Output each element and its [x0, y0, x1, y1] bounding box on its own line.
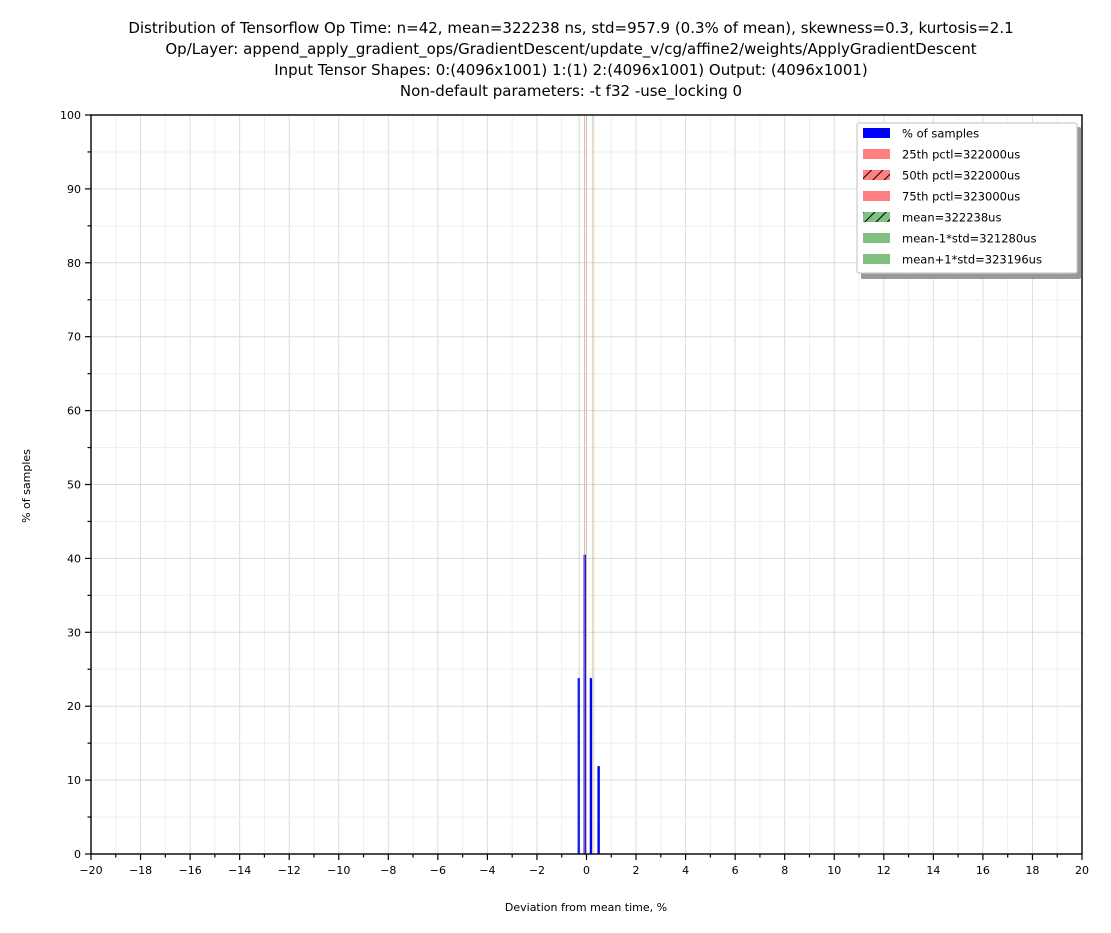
legend-label: mean+1*std=323196us — [902, 253, 1042, 267]
x-tick-label: 10 — [827, 864, 841, 877]
legend-label: 50th pctl=322000us — [902, 169, 1020, 183]
x-tick-label: −8 — [380, 864, 396, 877]
y-tick-label: 70 — [67, 331, 81, 344]
title-line-1: Distribution of Tensorflow Op Time: n=42… — [128, 19, 1013, 37]
y-tick-label: 30 — [67, 626, 81, 639]
y-axis-label: % of samples — [20, 449, 33, 523]
y-tick-label: 60 — [67, 405, 81, 418]
bar — [589, 678, 593, 854]
legend-label: 75th pctl=323000us — [902, 190, 1020, 204]
x-tick-label: −20 — [79, 864, 102, 877]
title-line-2: Op/Layer: append_apply_gradient_ops/Grad… — [165, 40, 976, 59]
reference-lines — [578, 115, 595, 854]
chart-title: Distribution of Tensorflow Op Time: n=42… — [128, 19, 1013, 101]
legend-swatch — [863, 128, 890, 138]
x-tick-label: 14 — [926, 864, 940, 877]
title-line-3: Input Tensor Shapes: 0:(4096x1001) 1:(1)… — [274, 61, 868, 79]
legend-swatch — [863, 191, 890, 201]
x-tick-label: −12 — [278, 864, 301, 877]
x-tick-label: 2 — [633, 864, 640, 877]
y-tick-label: 90 — [67, 183, 81, 196]
legend-label: 25th pctl=322000us — [902, 148, 1020, 162]
legend-swatch-hatch — [863, 212, 890, 222]
x-tick-label: 6 — [732, 864, 739, 877]
x-tick-label: 18 — [1025, 864, 1039, 877]
x-tick-label: −14 — [228, 864, 251, 877]
x-tick-label: −10 — [327, 864, 350, 877]
x-tick-label: −4 — [479, 864, 495, 877]
legend-label: mean=322238us — [902, 211, 1001, 225]
legend-entries: % of samples 25th pctl=322000us 50th pctl=… — [863, 127, 1042, 267]
legend-swatch-hatch — [863, 170, 890, 180]
x-tick-label: −16 — [178, 864, 201, 877]
grid — [90, 114, 1083, 855]
legend-label: % of samples — [902, 127, 979, 141]
x-tick-label: 4 — [682, 864, 689, 877]
legend-box — [856, 122, 1078, 274]
y-tick-label: 80 — [67, 257, 81, 270]
bars — [577, 554, 600, 854]
y-tick-label: 100 — [60, 109, 81, 122]
legend-swatch — [863, 149, 890, 159]
y-tick-label: 40 — [67, 552, 81, 565]
legend-label: mean-1*std=321280us — [902, 232, 1036, 246]
x-tick-label: −2 — [529, 864, 545, 877]
legend-swatch — [863, 233, 890, 243]
y-tick-label: 50 — [67, 479, 81, 492]
x-tick-label: 0 — [583, 864, 590, 877]
y-axis: 0 10 20 30 40 50 60 70 80 90 100 — [60, 109, 91, 861]
title-line-4: Non-default parameters: -t f32 -use_lock… — [400, 82, 742, 101]
x-tick-label: 12 — [877, 864, 891, 877]
x-tick-label: 16 — [976, 864, 990, 877]
x-tick-label: −6 — [430, 864, 446, 877]
x-tick-label: 20 — [1075, 864, 1089, 877]
y-tick-label: 20 — [67, 700, 81, 713]
legend: % of samples 25th pctl=322000us 50th pctl=… — [856, 122, 1081, 279]
x-tick-label: 8 — [781, 864, 788, 877]
x-axis-label: Deviation from mean time, % — [505, 901, 667, 914]
y-tick-label: 10 — [67, 774, 81, 787]
legend-swatch — [863, 254, 890, 264]
y-tick-label: 0 — [74, 848, 81, 861]
bar — [597, 766, 600, 854]
x-tick-label: −18 — [129, 864, 152, 877]
x-axis: −20 −18 −16 −14 −12 −10 −8 −6 −4 −2 0 2 4 6 8 10 12 14 16 1… — [79, 854, 1089, 877]
